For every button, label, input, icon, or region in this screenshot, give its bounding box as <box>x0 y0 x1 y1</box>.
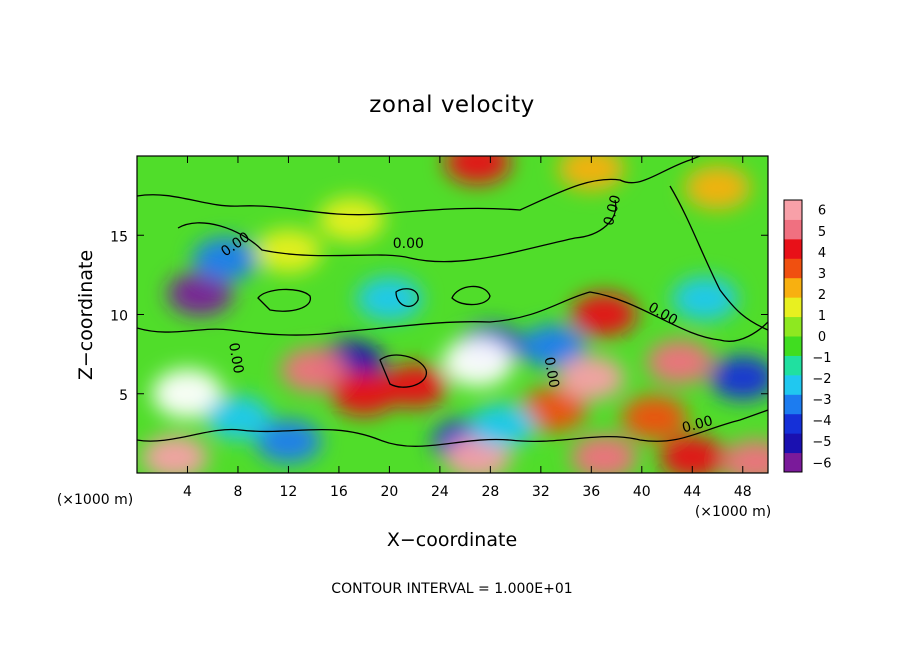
field-blob-32 <box>204 395 271 440</box>
field-blob-17 <box>558 355 625 400</box>
field-blob-7 <box>671 276 738 321</box>
x-tick-label: 48 <box>734 484 752 500</box>
x-unit-left: (×1000 m) <box>57 492 133 508</box>
y-tick-label: 15 <box>110 229 128 245</box>
x-tick-label: 28 <box>481 484 499 500</box>
x-tick-label: 16 <box>330 484 348 500</box>
colorbar-tick-label: −1 <box>812 351 831 366</box>
colorbar-swatch <box>784 297 802 318</box>
zero-contour-upper <box>137 156 701 216</box>
colorbar-swatch <box>784 413 802 434</box>
contour-lines <box>137 156 768 447</box>
field-blob-28 <box>318 197 385 242</box>
colorbar-swatch <box>784 355 802 376</box>
colorbar-tick-label: 6 <box>818 204 826 219</box>
velocity-field <box>141 156 768 473</box>
colorbar-tick-label: 1 <box>818 309 826 324</box>
zero-contour-mid <box>137 291 768 342</box>
colorbar-tick-label: 3 <box>818 267 826 282</box>
contour-label: 0.00 <box>393 236 424 252</box>
y-axis-label: Z−coordinate <box>75 250 97 380</box>
x-unit-right: (×1000 m) <box>695 504 771 520</box>
x-tick-label: 36 <box>582 484 600 500</box>
colorbar-frame <box>783 199 803 473</box>
field-blob-2 <box>192 237 259 282</box>
x-tick-label: 44 <box>683 484 701 500</box>
colorbar-tick-label: 0 <box>818 330 826 345</box>
x-tick-label: 4 <box>183 484 192 500</box>
x-tick-label: 20 <box>380 484 398 500</box>
x-tick-label: 40 <box>633 484 651 500</box>
field-blob-25 <box>722 439 768 473</box>
y-tick-label: 10 <box>110 309 128 325</box>
x-ticks: 4 8 12 16 20 24 28 32 36 40 44 48 <box>183 156 752 500</box>
colorbar: 6 5 4 3 2 1 0 −1 −2 −3 −4 −5 −6 <box>783 199 832 473</box>
colorbar-swatch <box>784 200 802 220</box>
chart-title: zonal velocity <box>369 92 534 118</box>
colorbar-swatch <box>784 258 802 279</box>
contour-interval-note: CONTOUR INTERVAL = 1.000E+01 <box>331 581 572 597</box>
x-tick-label: 24 <box>431 484 449 500</box>
field-blob-24 <box>659 435 726 473</box>
field-blob-18 <box>570 292 637 337</box>
x-tick-label: 8 <box>233 484 242 500</box>
colorbar-tick-label: −2 <box>812 372 831 387</box>
colorbar-swatch <box>784 374 802 395</box>
contour-label: 0.00 <box>541 356 562 389</box>
field-blob-19 <box>646 340 713 385</box>
field-blob-21 <box>141 435 208 473</box>
field-blob-31 <box>469 403 536 448</box>
zero-contour-low <box>137 409 768 447</box>
field-blob-6 <box>520 324 587 369</box>
field-blob-1 <box>167 271 234 316</box>
colorbar-tick-label: 2 <box>818 288 826 303</box>
field-blob-13 <box>331 371 398 416</box>
field-blob-12 <box>280 347 347 392</box>
x-tick-label: 32 <box>532 484 550 500</box>
colorbar-tick-label: −5 <box>812 435 831 450</box>
field-blob-8 <box>709 355 768 400</box>
colorbar-tick-label: 5 <box>818 225 826 240</box>
colorbar-swatch <box>784 394 802 415</box>
plot-area <box>137 156 768 473</box>
colorbar-tick-label: −4 <box>812 414 831 429</box>
colorbar-tick-label: −3 <box>812 393 831 408</box>
closed-contour-d <box>395 288 419 308</box>
colorbar-swatch <box>784 316 802 337</box>
field-blob-27 <box>558 156 625 191</box>
closed-contour-b <box>451 285 491 306</box>
colorbar-swatch <box>784 452 802 473</box>
field-blob-30 <box>255 229 322 274</box>
contour-label: 0.00 <box>680 413 714 437</box>
x-tick-label: 12 <box>280 484 298 500</box>
field-blob-3 <box>356 276 423 321</box>
field-blob-20 <box>621 395 688 440</box>
colorbar-tick-label: −6 <box>812 456 831 471</box>
contour-label: 0.00 <box>601 193 625 227</box>
field-blob-11 <box>152 369 223 419</box>
closed-contour-c <box>379 354 427 388</box>
colorbar-swatch <box>784 433 802 454</box>
colorbar-swatch <box>784 277 802 298</box>
zero-contour-band <box>177 199 617 263</box>
colorbar-swatch <box>784 219 802 240</box>
field-blob-15 <box>442 337 513 387</box>
field-blob-26 <box>444 156 511 185</box>
field-blob-23 <box>570 435 637 473</box>
y-ticks: 5 10 15 <box>110 229 768 404</box>
x-axis-label: X−coordinate <box>387 529 517 551</box>
field-blob-16 <box>520 387 587 432</box>
colorbar-swatch <box>784 238 802 259</box>
closed-contour-a <box>257 288 311 312</box>
field-blob-29 <box>684 165 751 210</box>
y-tick-label: 5 <box>119 388 128 404</box>
colorbar-tick-label: 4 <box>818 246 826 261</box>
colorbar-swatch <box>784 336 802 356</box>
zero-contour-right <box>669 185 768 331</box>
contour-label: 0.00 <box>225 341 246 374</box>
